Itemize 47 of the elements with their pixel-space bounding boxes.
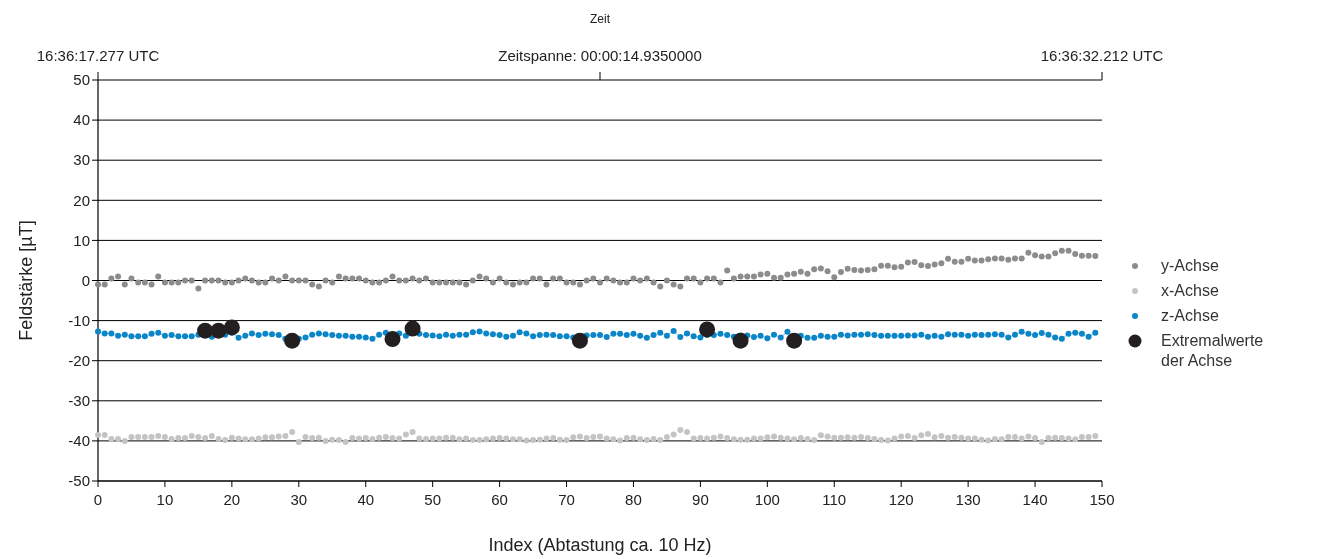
x-tick-label: 120 (888, 491, 914, 508)
point (210, 322, 227, 339)
legend-label: x-Achse (1161, 282, 1219, 299)
y-tick-label: 40 (73, 111, 90, 129)
x-tick-label: 20 (223, 491, 241, 508)
text: 16:36:17.277 UTC (36, 47, 160, 64)
y-tick-label: 30 (73, 151, 90, 169)
x2-axis-title: Zeit (589, 12, 611, 26)
x-axis-title: Index (Abtastung ca. 10 Hz) (488, 535, 712, 555)
y-tick-label: 50 (73, 71, 90, 89)
x-tick-label: 40 (357, 491, 375, 508)
x-tick-label: 130 (955, 491, 981, 508)
point (384, 331, 401, 348)
point (699, 321, 716, 338)
y-tick-label: 10 (73, 231, 90, 249)
x-tick-label: 110 (822, 491, 847, 508)
x-tick-label: 80 (625, 491, 642, 508)
point (284, 332, 301, 349)
x-tick-label: 50 (424, 491, 442, 508)
text: Zeitspanne: 00:00:14.9350000 (498, 47, 702, 64)
x-tick-label: 150 (1089, 491, 1115, 508)
legend-label: y-Achse (1161, 257, 1219, 274)
y-tick-label: -30 (68, 392, 90, 410)
text: 16:36:32.212 UTC (1040, 47, 1164, 64)
point (223, 319, 240, 336)
x-tick-label: 60 (491, 491, 508, 508)
x-tick-label: 10 (156, 491, 174, 508)
y-tick-label: 20 (73, 191, 90, 209)
legend-label: z-Achse (1161, 307, 1219, 324)
x-tick-label: 140 (1022, 491, 1048, 508)
y-tick-label: -20 (68, 351, 90, 369)
y-tick-label: 0 (81, 271, 90, 289)
x-tick-label: 0 (93, 491, 103, 508)
y-tick-label: -50 (68, 472, 90, 490)
x-tick-label: 30 (290, 491, 308, 508)
point (786, 332, 803, 349)
x-tick-label: 70 (558, 491, 575, 508)
point (404, 320, 421, 337)
y-axis-title: Feldstärke [µT] (16, 220, 36, 341)
point (732, 332, 749, 349)
y-tick-label: -40 (68, 432, 90, 450)
legend-label: Extremalwerte der Achse (1161, 332, 1264, 369)
y-tick-label: -10 (68, 311, 90, 329)
x-tick-label: 90 (692, 491, 709, 508)
x-tick-label: 100 (754, 491, 780, 508)
point (197, 322, 214, 339)
point (571, 332, 588, 349)
